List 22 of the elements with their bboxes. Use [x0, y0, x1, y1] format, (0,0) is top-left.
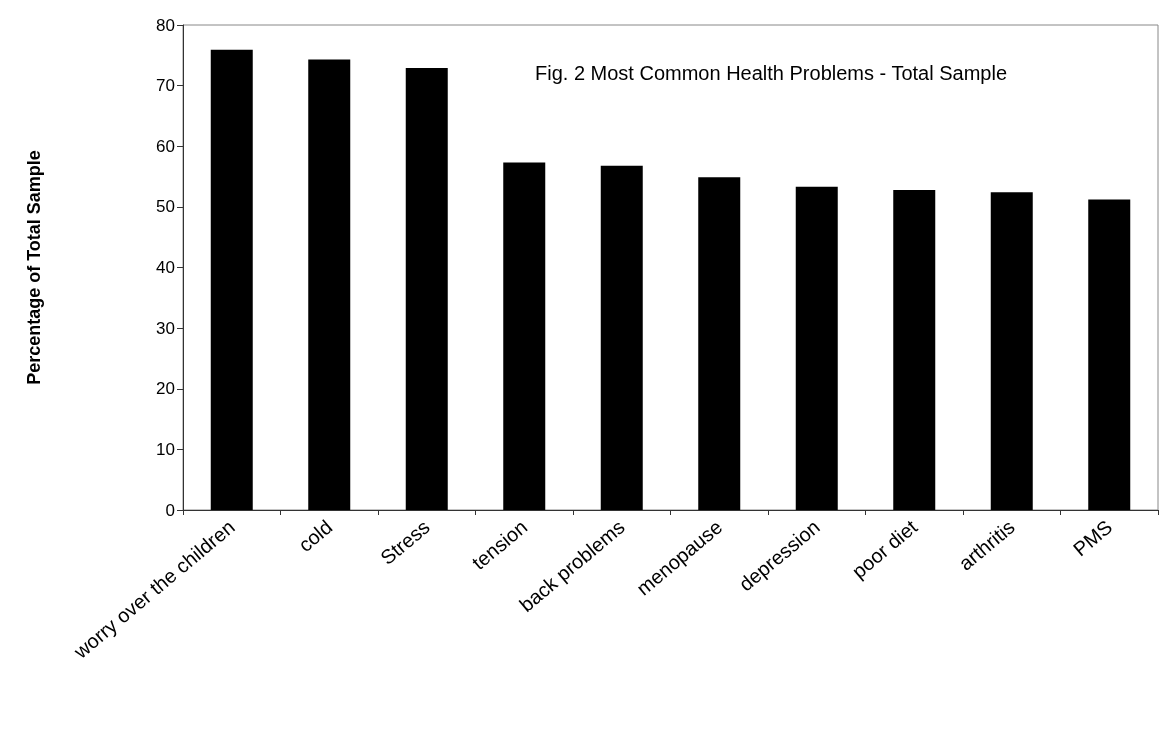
y-tick-label: 20 [156, 379, 175, 399]
bar [503, 162, 546, 510]
y-tick-label: 80 [156, 15, 175, 35]
bar [990, 192, 1033, 510]
x-tick-label: cold [294, 515, 337, 557]
y-tick-label: 30 [156, 318, 175, 338]
bar [405, 68, 448, 510]
y-tick-label: 70 [156, 76, 175, 96]
y-tick-label: 0 [165, 500, 175, 520]
bar [795, 186, 838, 510]
y-tick-label: 50 [156, 197, 175, 217]
bar [308, 59, 351, 510]
text: Fig. 2 Most Common Health Problems - Total Sample [535, 62, 1008, 84]
y-tick-label: 40 [156, 258, 175, 277]
y-axis-title: Percentage of Total Sample [24, 150, 44, 385]
bar [600, 165, 643, 510]
bar [210, 49, 253, 510]
bar [893, 189, 936, 510]
bar [698, 177, 741, 510]
y-tick-label: 60 [156, 136, 175, 156]
y-tick-label: 10 [156, 439, 175, 459]
bar [1088, 199, 1131, 510]
